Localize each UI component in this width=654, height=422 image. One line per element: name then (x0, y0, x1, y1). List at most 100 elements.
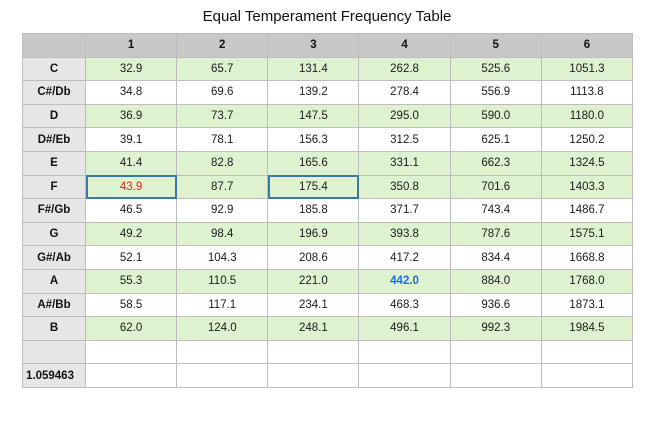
table-cell[interactable]: 98.4 (176, 221, 269, 247)
table-cell[interactable]: 442.0 (358, 268, 451, 294)
table-cell[interactable]: 87.7 (176, 174, 269, 200)
table-cell[interactable]: 1051.3 (540, 56, 634, 82)
table-cell[interactable]: 1250.2 (540, 127, 634, 152)
table-cell[interactable]: 525.6 (449, 56, 542, 82)
table-cell[interactable] (540, 339, 634, 365)
table-cell[interactable]: 1324.5 (540, 150, 634, 176)
column-header[interactable]: 3 (267, 33, 360, 58)
table-cell[interactable]: 185.8 (267, 198, 360, 223)
row-header[interactable]: C (22, 56, 86, 82)
table-cell[interactable]: 393.8 (358, 221, 451, 247)
table-cell[interactable] (176, 339, 269, 365)
table-cell[interactable]: 196.9 (267, 221, 360, 247)
row-header[interactable]: E (22, 150, 86, 176)
table-cell[interactable]: 139.2 (267, 80, 360, 105)
table-cell[interactable]: 295.0 (358, 103, 451, 129)
table-cell[interactable]: 62.0 (84, 316, 178, 341)
table-cell[interactable]: 36.9 (84, 103, 178, 129)
table-cell[interactable] (449, 363, 542, 388)
table-cell[interactable]: 743.4 (449, 198, 542, 223)
table-cell[interactable]: 590.0 (449, 103, 542, 129)
frequency-table[interactable]: 1 2 3 4 5 6 C 32.9 65.7 131.4 262.8 525.6 1051… (22, 33, 634, 388)
table-cell[interactable]: 41.4 (84, 150, 178, 176)
row-header[interactable]: 1.059463 (22, 363, 86, 388)
table-cell[interactable]: 350.8 (358, 174, 451, 200)
column-header[interactable]: 6 (540, 33, 634, 58)
table-cell[interactable]: 156.3 (267, 127, 360, 152)
row-header[interactable]: A (22, 268, 86, 294)
row-header[interactable]: B (22, 316, 86, 341)
row-header[interactable]: A#/Bb (22, 292, 86, 318)
table-cell[interactable]: 32.9 (84, 56, 178, 82)
table-cell[interactable]: 73.7 (176, 103, 269, 129)
table-cell[interactable]: 834.4 (449, 245, 542, 270)
table-cell[interactable]: 248.1 (267, 316, 360, 341)
table-cell[interactable]: 1113.8 (540, 80, 634, 105)
table-cell[interactable]: 34.8 (84, 80, 178, 105)
table-cell[interactable]: 1486.7 (540, 198, 634, 223)
column-header[interactable]: 1 (84, 33, 178, 58)
table-cell[interactable]: 234.1 (267, 292, 360, 318)
table-cell[interactable]: 1873.1 (540, 292, 634, 318)
table-cell[interactable]: 92.9 (176, 198, 269, 223)
table-cell[interactable]: 787.6 (449, 221, 542, 247)
table-cell[interactable]: 662.3 (449, 150, 542, 176)
table-cell[interactable] (540, 363, 634, 388)
table-cell[interactable] (449, 339, 542, 365)
table-cell[interactable]: 1984.5 (540, 316, 634, 341)
table-cell[interactable]: 312.5 (358, 127, 451, 152)
table-cell[interactable]: 52.1 (84, 245, 178, 270)
row-header[interactable]: F#/Gb (22, 198, 86, 223)
table-cell[interactable]: 417.2 (358, 245, 451, 270)
row-header[interactable]: C#/Db (22, 80, 86, 105)
table-cell[interactable]: 208.6 (267, 245, 360, 270)
table-cell[interactable]: 82.8 (176, 150, 269, 176)
table-cell[interactable]: 65.7 (176, 56, 269, 82)
table-cell[interactable]: 992.3 (449, 316, 542, 341)
corner-cell[interactable] (22, 33, 86, 58)
table-cell[interactable]: 701.6 (449, 174, 542, 200)
table-cell[interactable]: 884.0 (449, 268, 542, 294)
table-cell[interactable]: 124.0 (176, 316, 269, 341)
table-cell[interactable]: 936.6 (449, 292, 542, 318)
table-cell[interactable] (267, 339, 360, 365)
column-header[interactable]: 5 (449, 33, 542, 58)
row-header[interactable] (22, 339, 86, 365)
table-cell[interactable] (358, 339, 451, 365)
table-cell[interactable]: 49.2 (84, 221, 178, 247)
table-cell[interactable]: 78.1 (176, 127, 269, 152)
table-cell[interactable]: 1768.0 (540, 268, 634, 294)
table-cell[interactable]: 147.5 (267, 103, 360, 129)
table-cell[interactable]: 1180.0 (540, 103, 634, 129)
table-cell[interactable]: 262.8 (358, 56, 451, 82)
column-header[interactable]: 4 (358, 33, 451, 58)
table-cell[interactable]: 556.9 (449, 80, 542, 105)
table-cell[interactable]: 1575.1 (540, 221, 634, 247)
table-cell[interactable]: 468.3 (358, 292, 451, 318)
table-cell[interactable]: 46.5 (84, 198, 178, 223)
table-cell[interactable]: 117.1 (176, 292, 269, 318)
table-cell[interactable]: 1403.3 (540, 174, 634, 200)
table-cell[interactable] (176, 363, 269, 388)
table-cell[interactable]: 55.3 (84, 268, 178, 294)
table-cell[interactable] (358, 363, 451, 388)
table-cell[interactable] (267, 363, 360, 388)
table-cell[interactable]: 278.4 (358, 80, 451, 105)
table-cell[interactable]: 371.7 (358, 198, 451, 223)
table-cell[interactable] (84, 339, 178, 365)
table-cell[interactable]: 110.5 (176, 268, 269, 294)
row-header[interactable]: D#/Eb (22, 127, 86, 152)
table-cell[interactable]: 1668.8 (540, 245, 634, 270)
table-cell[interactable]: 625.1 (449, 127, 542, 152)
table-cell[interactable]: 131.4 (267, 56, 360, 82)
table-cell[interactable]: 104.3 (176, 245, 269, 270)
table-cell[interactable]: 69.6 (176, 80, 269, 105)
table-cell[interactable]: 165.6 (267, 150, 360, 176)
table-cell[interactable]: 43.9 (84, 174, 178, 200)
table-cell[interactable]: 221.0 (267, 268, 360, 294)
row-header[interactable]: G (22, 221, 86, 247)
table-cell[interactable]: 331.1 (358, 150, 451, 176)
row-header[interactable]: F (22, 174, 86, 200)
table-cell[interactable] (84, 363, 178, 388)
row-header[interactable]: G#/Ab (22, 245, 86, 270)
